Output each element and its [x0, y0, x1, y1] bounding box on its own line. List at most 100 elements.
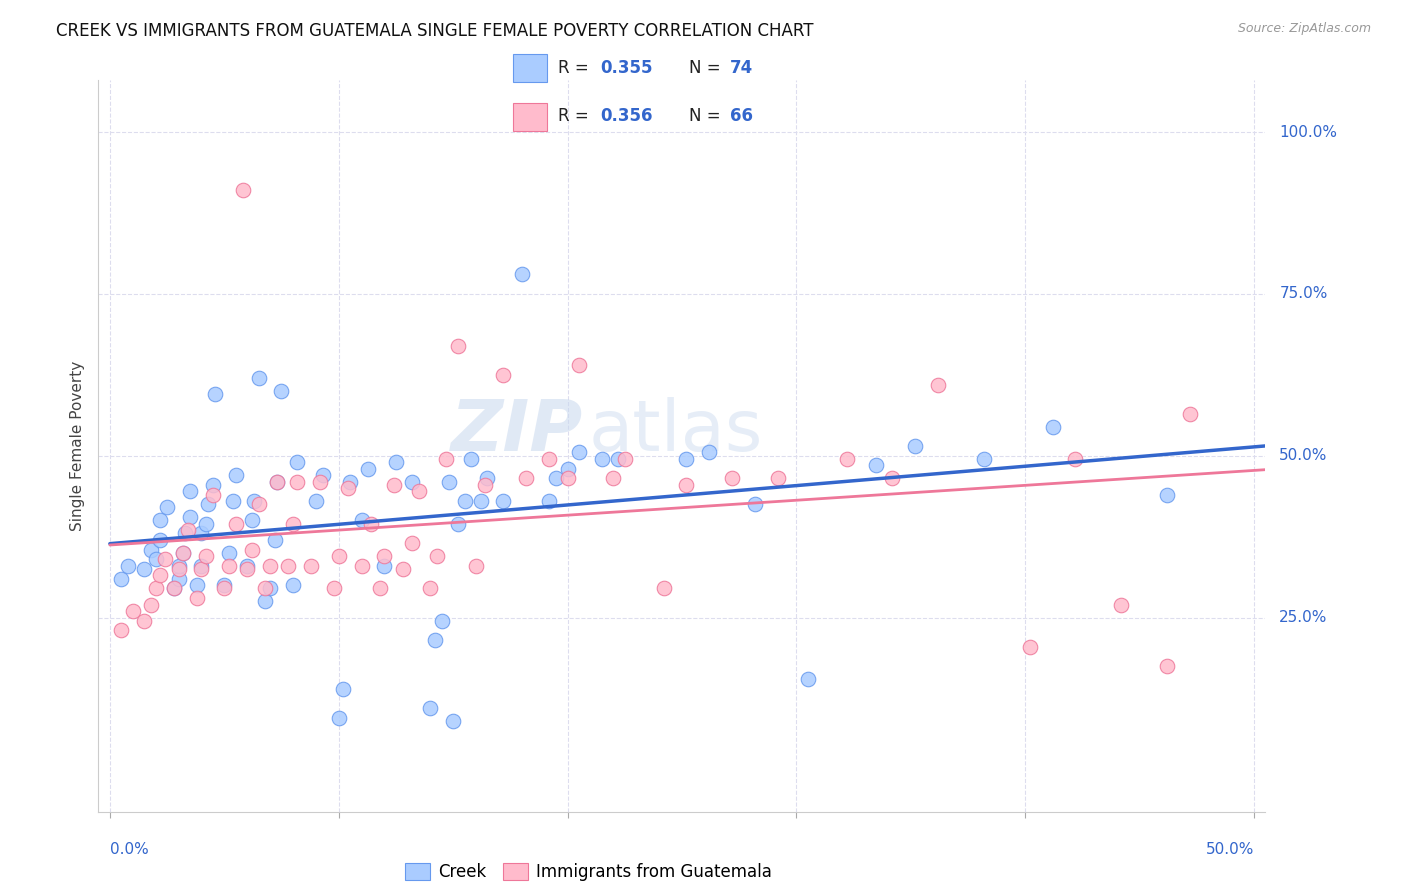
Point [557, 471, 579, 485]
Point [613, 452, 636, 467]
Point [453, 494, 475, 508]
Point [1064, 452, 1087, 467]
Point [332, 681, 354, 696]
Point [281, 516, 304, 531]
Point [174, 526, 197, 541]
Point [538, 452, 561, 467]
Point [474, 478, 496, 492]
Point [190, 526, 212, 541]
Point [602, 471, 624, 485]
Point [470, 494, 492, 508]
Point [1178, 407, 1201, 421]
Point [259, 558, 281, 573]
Point [299, 558, 322, 573]
Point [557, 461, 579, 475]
Text: 100.0%: 100.0% [1279, 125, 1337, 139]
Point [766, 471, 789, 485]
Point [186, 578, 208, 592]
Point [201, 487, 224, 501]
Point [197, 497, 219, 511]
Text: 25.0%: 25.0% [1279, 610, 1327, 625]
Point [382, 478, 405, 492]
Point [350, 558, 373, 573]
Point [232, 183, 254, 197]
Point [515, 471, 537, 485]
Point [465, 558, 488, 573]
Point [1156, 487, 1178, 501]
Point [510, 268, 533, 282]
Text: N =: N = [689, 107, 725, 125]
Point [236, 562, 259, 576]
Point [179, 510, 201, 524]
Point [544, 471, 567, 485]
Point [744, 497, 766, 511]
Point [401, 536, 423, 550]
Point [172, 546, 194, 560]
Point [149, 513, 172, 527]
Point [606, 452, 628, 467]
Point [973, 452, 995, 467]
Point [447, 339, 470, 353]
Point [225, 516, 247, 531]
Point [408, 484, 430, 499]
Point [225, 468, 247, 483]
Point [179, 484, 201, 499]
Point [214, 582, 236, 596]
Point [437, 475, 460, 489]
Point [259, 582, 281, 596]
Point [492, 368, 515, 382]
Point [149, 568, 172, 582]
Point [426, 549, 449, 563]
Point [153, 552, 176, 566]
Point [434, 452, 457, 467]
Point [204, 387, 226, 401]
Point [835, 452, 858, 467]
Point [149, 533, 172, 547]
Point [401, 475, 423, 489]
Point [222, 494, 245, 508]
Point [360, 516, 382, 531]
Text: 0.0%: 0.0% [110, 842, 149, 857]
Text: CREEK VS IMMIGRANTS FROM GUATEMALA SINGLE FEMALE POVERTY CORRELATION CHART: CREEK VS IMMIGRANTS FROM GUATEMALA SINGL… [56, 22, 814, 40]
Point [721, 471, 744, 485]
Point [163, 582, 186, 596]
Point [350, 513, 373, 527]
Point [186, 591, 208, 606]
Point [134, 562, 156, 576]
Point [218, 558, 240, 573]
Point [167, 562, 190, 576]
Point [419, 582, 441, 596]
Point [110, 624, 132, 638]
Point [538, 494, 561, 508]
Text: atlas: atlas [589, 397, 763, 466]
Text: 75.0%: 75.0% [1279, 286, 1327, 301]
Point [927, 377, 949, 392]
Point [247, 371, 270, 385]
Point [156, 500, 179, 515]
Point [311, 468, 333, 483]
Point [385, 455, 408, 469]
Point [277, 558, 299, 573]
Point [430, 614, 453, 628]
Point [218, 546, 240, 560]
Point [339, 475, 361, 489]
Point [591, 452, 613, 467]
Text: ZIP: ZIP [450, 397, 582, 466]
Point [176, 523, 198, 537]
Point [460, 452, 482, 467]
Text: 0.356: 0.356 [600, 107, 654, 125]
Point [441, 714, 464, 728]
Point [240, 513, 263, 527]
Legend: Creek, Immigrants from Guatemala: Creek, Immigrants from Guatemala [398, 856, 779, 888]
Point [254, 582, 277, 596]
Point [145, 582, 167, 596]
Point [1018, 640, 1040, 654]
Text: 66: 66 [730, 107, 754, 125]
Point [391, 562, 413, 576]
Text: 50.0%: 50.0% [1279, 448, 1327, 463]
Point [423, 633, 446, 648]
Point [699, 445, 721, 459]
Point [477, 471, 499, 485]
Point [568, 358, 591, 372]
Point [190, 562, 212, 576]
